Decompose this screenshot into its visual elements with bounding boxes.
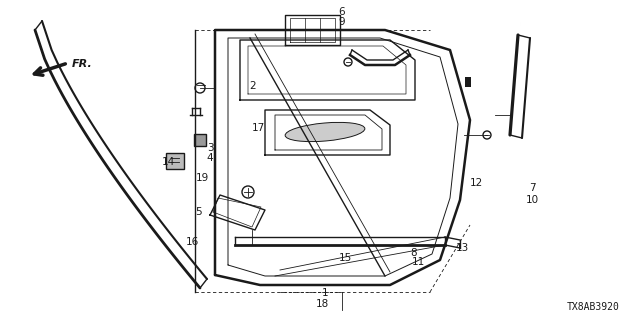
Text: 10: 10 bbox=[525, 195, 539, 205]
Text: 2: 2 bbox=[250, 81, 256, 91]
Text: 12: 12 bbox=[469, 178, 483, 188]
Text: FR.: FR. bbox=[72, 59, 93, 69]
Bar bbox=[465, 77, 471, 87]
Text: 18: 18 bbox=[316, 299, 328, 309]
Text: 16: 16 bbox=[186, 237, 198, 247]
Text: 4: 4 bbox=[207, 153, 213, 163]
FancyBboxPatch shape bbox=[194, 134, 206, 146]
Text: 6: 6 bbox=[339, 7, 346, 17]
Text: TX8AB3920: TX8AB3920 bbox=[567, 302, 620, 312]
Text: 11: 11 bbox=[412, 257, 424, 267]
Text: 19: 19 bbox=[195, 173, 209, 183]
Text: 17: 17 bbox=[252, 123, 264, 133]
Text: 8: 8 bbox=[411, 248, 417, 258]
Text: 14: 14 bbox=[161, 157, 175, 167]
Ellipse shape bbox=[285, 122, 365, 142]
Text: 1: 1 bbox=[322, 288, 328, 298]
Text: 5: 5 bbox=[195, 207, 202, 217]
Text: 15: 15 bbox=[339, 253, 351, 263]
Text: 3: 3 bbox=[207, 143, 213, 153]
Text: 13: 13 bbox=[456, 243, 468, 253]
Text: 7: 7 bbox=[529, 183, 535, 193]
FancyBboxPatch shape bbox=[166, 153, 184, 169]
Text: 9: 9 bbox=[339, 17, 346, 27]
